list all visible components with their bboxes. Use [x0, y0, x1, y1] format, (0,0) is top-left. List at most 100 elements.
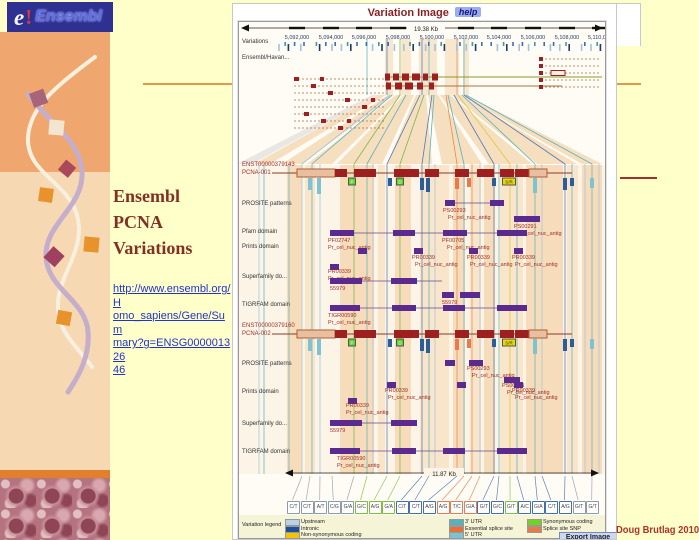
svg-text:PR00339: PR00339 [412, 255, 435, 261]
allele-box[interactable]: C/T [300, 501, 314, 514]
allele-box[interactable]: G/A [382, 501, 396, 514]
logo-brand-text: Ensembl [35, 8, 102, 25]
svg-text:P: P [350, 179, 353, 184]
allele-box[interactable]: A/C [518, 501, 532, 514]
allele-box[interactable]: G/T [477, 501, 491, 514]
logo-e-glyph: e [14, 4, 25, 30]
track-label: PROSITE patterns [242, 201, 292, 207]
sidebar-mid-band [0, 172, 110, 470]
track-label: Pfam domain [242, 229, 278, 235]
allele-box[interactable]: C/T [545, 501, 559, 514]
svg-text:TIGR00590: TIGR00590 [328, 313, 356, 319]
allele-box[interactable]: G/C [491, 501, 504, 514]
svg-text:5,102,000: 5,102,000 [454, 35, 478, 41]
sidebar-decoration [0, 32, 110, 540]
svg-text:PR00339: PR00339 [346, 403, 369, 409]
allele-box[interactable]: G/C [355, 501, 368, 514]
allele-box[interactable]: A/T [314, 501, 328, 514]
dna-helix-decoration [25, 55, 100, 395]
svg-text:55979: 55979 [330, 286, 345, 292]
page-title: Variation Image help [233, 7, 616, 19]
allele-box[interactable]: G/A [463, 501, 477, 514]
svg-text:5,100,000: 5,100,000 [420, 35, 444, 41]
allele-box[interactable]: G/T [504, 501, 518, 514]
legend-label: Intronic [301, 525, 320, 532]
svg-text:5,110,000: 5,110,000 [588, 35, 605, 41]
track-label: TIGRFAM domain [242, 449, 291, 455]
svg-text:PR00339: PR00339 [385, 388, 408, 394]
legend-label: Synonymous coding [543, 519, 593, 525]
svg-text:TIGR00590: TIGR00590 [337, 456, 365, 462]
allele-box[interactable]: C/T [287, 501, 300, 514]
svg-text:Pr_cel_nuc_antig: Pr_cel_nuc_antig [448, 215, 491, 221]
allele-box[interactable]: A/G [423, 501, 436, 514]
export-image-button[interactable]: Export Image [559, 532, 616, 539]
svg-text:PR00339: PR00339 [328, 269, 351, 275]
credit-text: Doug Brutlag 2010 [616, 525, 699, 536]
legend-label: Splice site SNP [543, 525, 581, 532]
svg-text:5,096,000: 5,096,000 [352, 35, 376, 41]
svg-text:Pr_cel_nuc_antig: Pr_cel_nuc_antig [447, 245, 490, 251]
allele-box[interactable]: A/G [436, 501, 450, 514]
allele-box[interactable]: G/A [531, 501, 545, 514]
allele-box[interactable]: C/T [409, 501, 423, 514]
svg-text:PS00293: PS00293 [467, 366, 490, 372]
panel-top-strip [616, 3, 641, 46]
svg-text:55979: 55979 [442, 300, 457, 306]
legend-swatch [449, 532, 464, 538]
svg-text:Pr_cel_nuc_antig: Pr_cel_nuc_antig [328, 320, 371, 326]
svg-text:PR00339: PR00339 [512, 388, 535, 394]
svg-text:PR00339: PR00339 [467, 255, 490, 261]
svg-text:Pr_cel_nuc_antig: Pr_cel_nuc_antig [388, 395, 431, 401]
allele-box[interactable]: C/T [395, 501, 409, 514]
variation-image-frame: 19.38 Kb 5,092,000 5,094,000 5,096,000 5,098… [237, 20, 607, 539]
legend-label: Upstream [301, 519, 325, 525]
allele-box[interactable]: C/G [327, 501, 341, 514]
svg-text:Pr_cel_nuc_antig: Pr_cel_nuc_antig [415, 262, 458, 268]
transcript-label: ENST00000379160 [242, 323, 295, 329]
ensembl-logo: e ! Ensembl [7, 2, 113, 32]
allele-box[interactable]: A/G [368, 501, 382, 514]
legend-label: 3' UTR [465, 519, 482, 525]
svg-text:5,106,000: 5,106,000 [521, 35, 545, 41]
svg-text:Pr_cel_nuc_antig: Pr_cel_nuc_antig [515, 262, 558, 268]
svg-text:5,094,000: 5,094,000 [319, 35, 343, 41]
svg-text:P: P [350, 340, 353, 345]
dna-squares [29, 88, 100, 327]
svg-text:PS00293: PS00293 [443, 208, 466, 214]
svg-text:5,108,000: 5,108,000 [555, 35, 579, 41]
allele-box[interactable]: G/A [341, 501, 355, 514]
ensembl-gene-url-link[interactable]: http://www.ensembl.org/H omo_sapiens/Gene… [113, 283, 231, 376]
help-link[interactable]: help [454, 7, 482, 17]
svg-text:5,098,000: 5,098,000 [386, 35, 410, 41]
allele-box[interactable]: A/G [559, 501, 572, 514]
svg-text:Pr_cel_nuc_antig: Pr_cel_nuc_antig [328, 245, 371, 251]
page-title-text: Variation Image [367, 7, 449, 19]
legend-label: Non-synonymous coding [301, 532, 362, 538]
transcript-label: PCNA-001 [242, 170, 271, 176]
svg-text:Pr_cel_nuc_antig: Pr_cel_nuc_antig [472, 373, 515, 379]
svg-text:Pr_cel_nuc_antig: Pr_cel_nuc_antig [337, 463, 380, 469]
svg-text:PF02747: PF02747 [328, 238, 350, 244]
track-label: Prints domain [242, 389, 279, 395]
variation-image-graphic: 19.38 Kb 5,092,000 5,094,000 5,096,000 5,098… [239, 23, 605, 538]
track-label: TIGRFAM domain [242, 302, 291, 308]
allele-box[interactable]: G/T [586, 501, 600, 514]
svg-text:19.38 Kb: 19.38 Kb [414, 27, 439, 33]
svg-text:PS00291: PS00291 [514, 224, 537, 230]
legend-label: Essential splice site [465, 525, 513, 532]
transcript-label: PCNA-002 [242, 331, 271, 337]
variation-image-panel: Variation Image help 19.38 Kb 5,092,000 5,0… [232, 3, 617, 540]
legend-swatch [285, 532, 300, 538]
svg-text:Pr_cel_nuc_antig: Pr_cel_nuc_antig [346, 410, 389, 416]
svg-text:55979: 55979 [330, 428, 345, 434]
svg-text:5,104,000: 5,104,000 [487, 35, 511, 41]
svg-text:Pr_cel_nuc_antig: Pr_cel_nuc_antig [507, 390, 550, 396]
sidebar-paisley-pattern [0, 478, 110, 540]
allele-box[interactable]: T/C [450, 501, 464, 514]
track-label: Variations [242, 39, 269, 45]
allele-box[interactable]: G/T [572, 501, 586, 514]
logo-exclamation-glyph: ! [25, 4, 33, 29]
legend-label: 5' UTR [465, 532, 482, 538]
